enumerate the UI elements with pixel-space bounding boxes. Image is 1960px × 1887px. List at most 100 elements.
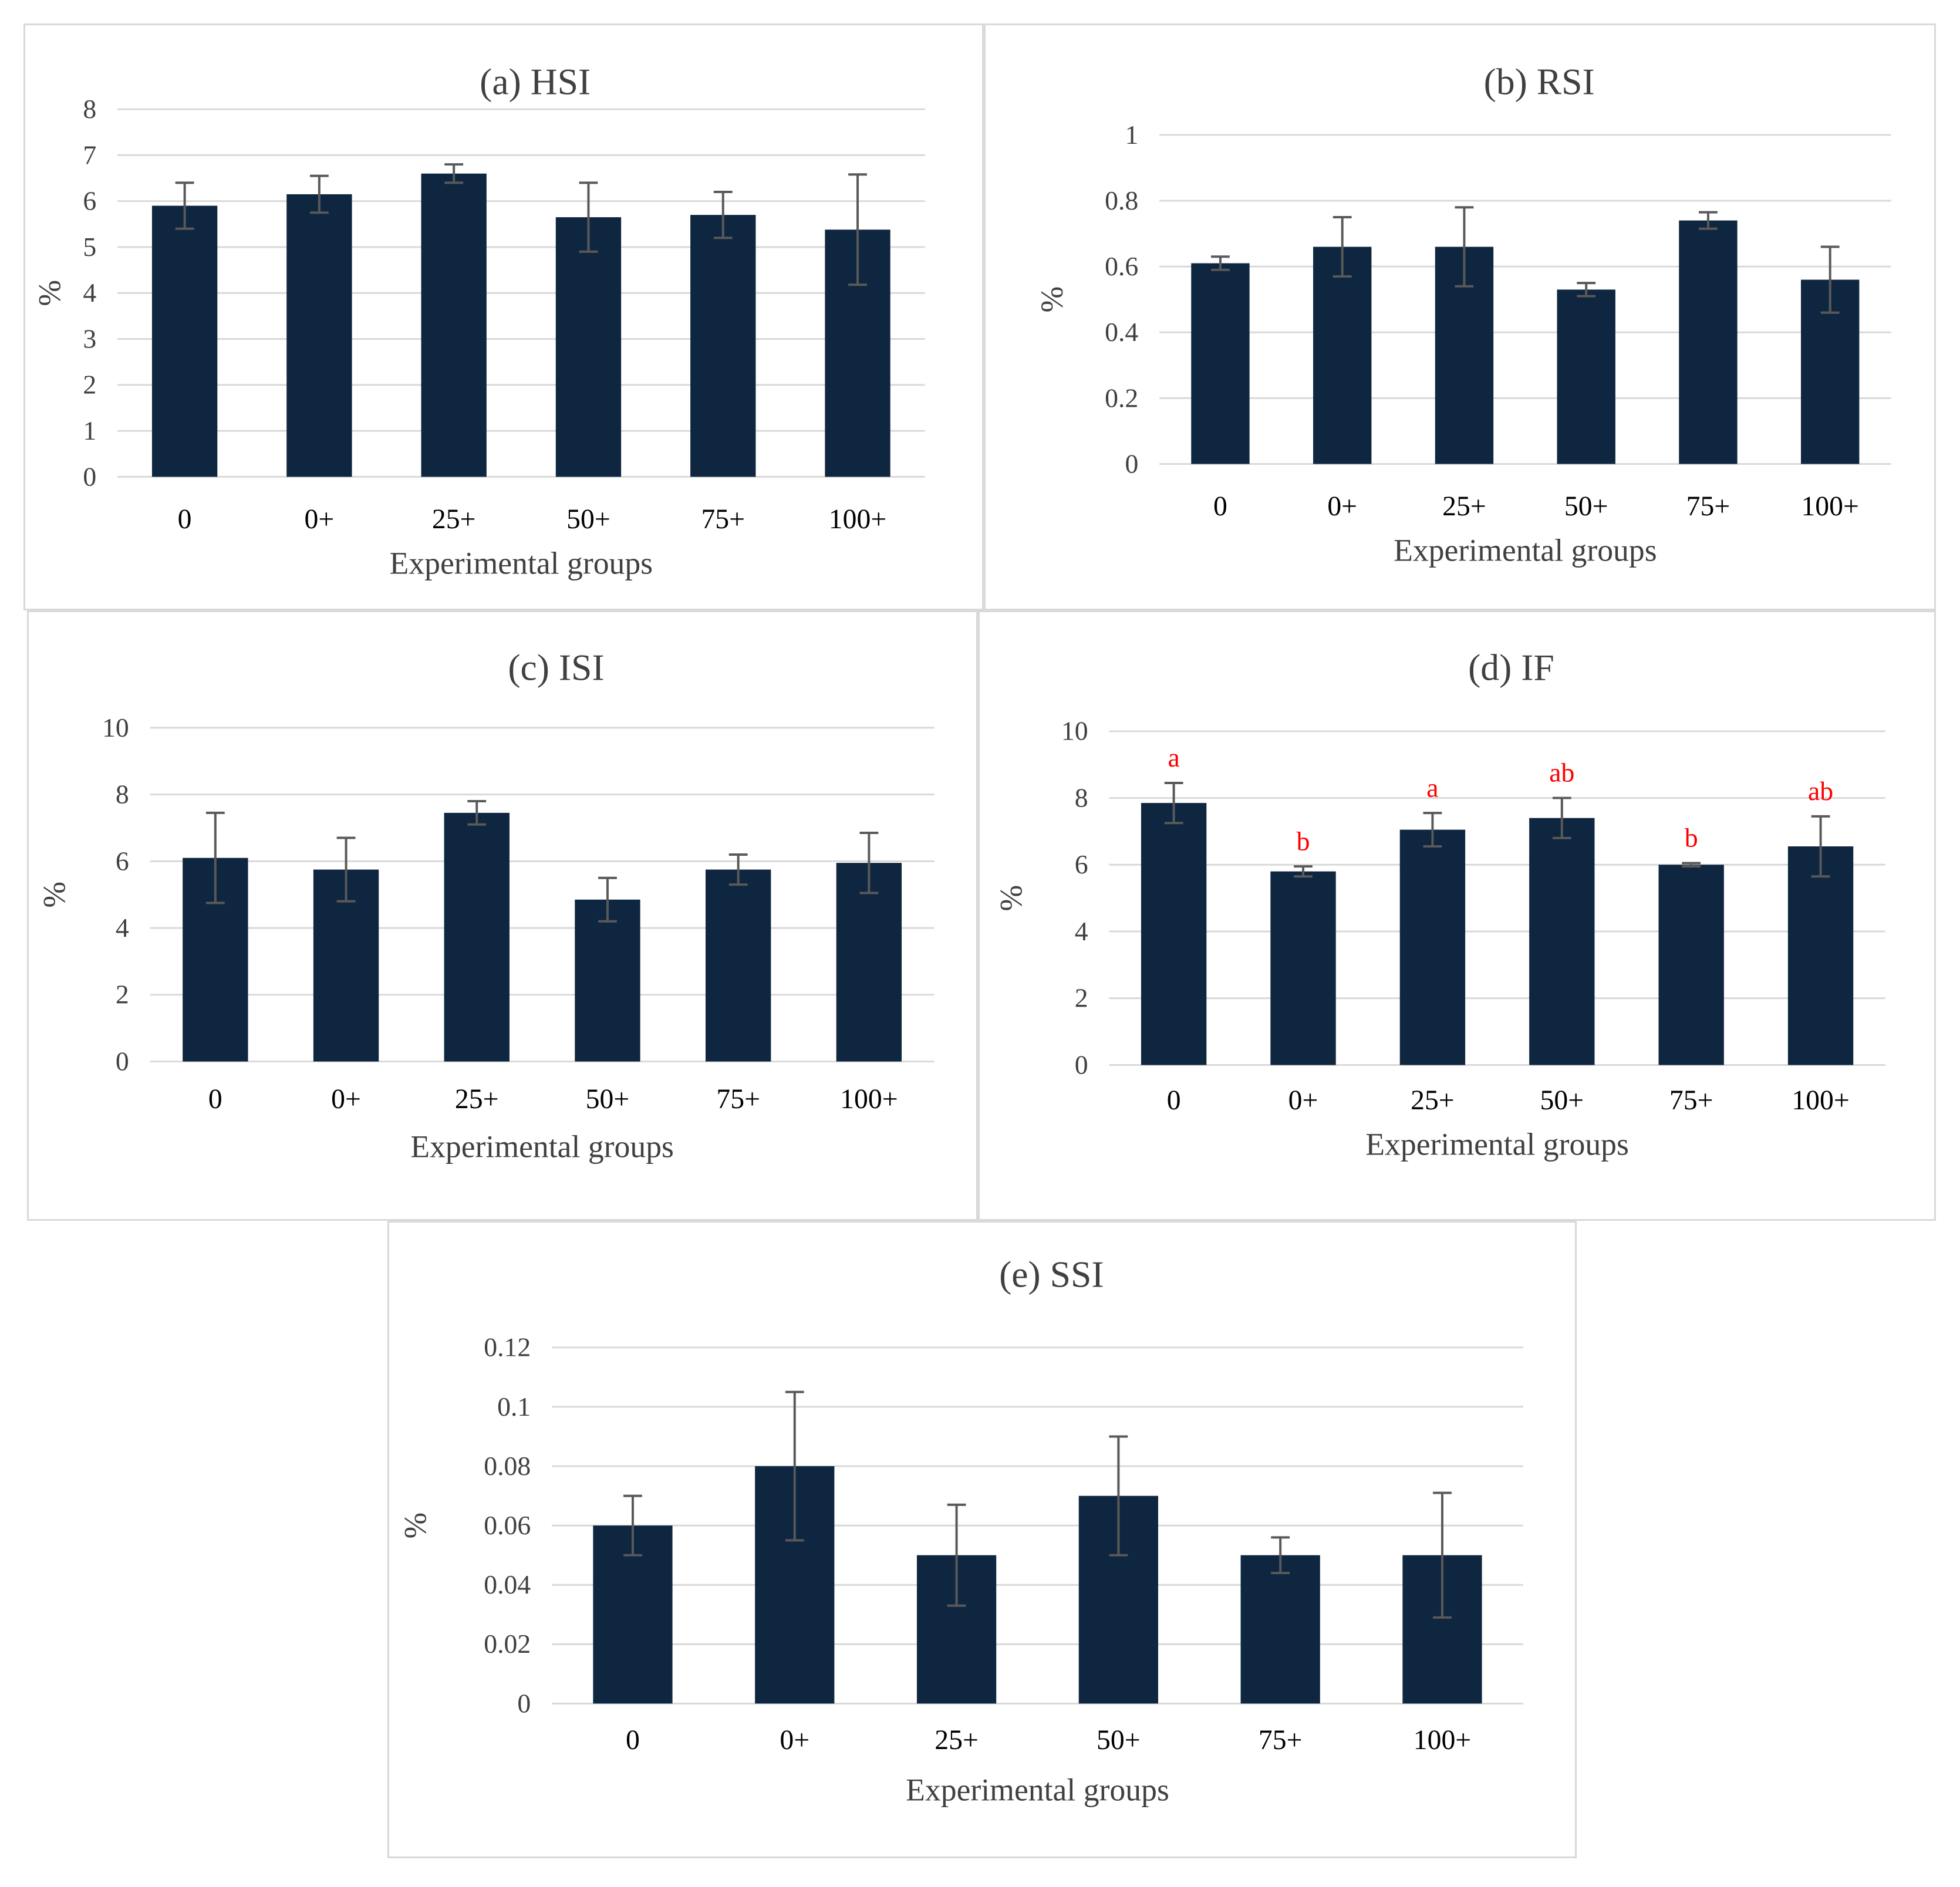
chart-panel-c: (c) ISI 0 2 4 6 8 10% 0 0+ 25+ 50+ 75+ 100+ Experimen…	[27, 610, 978, 1221]
x-tick-label: 75+	[1686, 491, 1730, 522]
x-tick-label: 25+	[1442, 491, 1486, 522]
y-tick-label: 0.1	[497, 1392, 531, 1422]
y-tick-label: 0.12	[484, 1332, 531, 1362]
x-tick-label: 100+	[829, 504, 886, 535]
bar	[575, 899, 640, 1062]
y-tick-label: 6	[116, 846, 129, 876]
y-tick-label: 8	[1075, 782, 1088, 812]
bar	[1313, 247, 1372, 464]
y-tick-label: 0	[1125, 448, 1138, 478]
x-tick-label: 100+	[1801, 491, 1858, 522]
x-axis-label: Experimental groups	[906, 1773, 1169, 1808]
bar	[1240, 1555, 1320, 1704]
x-tick-label: 25+	[432, 504, 476, 535]
x-tick-label: 0+	[1327, 491, 1357, 522]
y-tick-label: 0	[116, 1046, 129, 1076]
x-tick-label: 25+	[1411, 1085, 1455, 1116]
y-tick-label: 0.8	[1105, 185, 1138, 215]
x-tick-label: 0+	[780, 1724, 809, 1756]
significance-label: a	[1168, 742, 1179, 772]
y-tick-label: 3	[83, 323, 96, 353]
x-tick-label: 0	[1213, 491, 1227, 522]
x-tick-label: 0	[1167, 1085, 1181, 1116]
x-tick-label: 0	[626, 1724, 640, 1756]
x-axis-label: Experimental groups	[1365, 1127, 1629, 1162]
y-tick-label: 0.02	[484, 1629, 531, 1659]
y-tick-label: 6	[83, 186, 96, 216]
chart-c: (c) ISI 0 2 4 6 8 10% 0 0+ 25+ 50+ 75+ 100+ Experimen…	[36, 646, 935, 1164]
y-tick-label: 0	[517, 1688, 531, 1718]
x-tick-label: 75+	[1259, 1724, 1303, 1756]
y-tick-label: 1	[83, 416, 96, 445]
y-axis-label: %	[36, 882, 72, 908]
y-tick-label: 5	[83, 232, 96, 262]
y-tick-label: 4	[83, 278, 96, 308]
chart-a: (a) HSI 0 1 2 3 4 5 6 7 8% 0 0+ 25+ 50+ 75+ 100+ Experim…	[32, 60, 925, 580]
x-tick-label: 25+	[455, 1083, 499, 1115]
bar	[1658, 865, 1724, 1065]
significance-label: ab	[1549, 758, 1574, 788]
x-tick-label: 0+	[305, 504, 335, 535]
x-tick-label: 75+	[701, 504, 745, 535]
significance-label: b	[1685, 823, 1698, 853]
y-tick-label: 0.04	[484, 1569, 531, 1599]
bar	[1191, 263, 1250, 464]
chart-title: (b) RSI	[1484, 60, 1595, 102]
bar	[1679, 220, 1738, 464]
bar	[1787, 846, 1854, 1065]
significance-label: a	[1426, 772, 1438, 802]
y-tick-label: 0.08	[484, 1451, 531, 1481]
x-tick-label: 100+	[1792, 1085, 1850, 1116]
bar	[690, 215, 756, 477]
chart-panel-e: (e) SSI 0 0.02 0.04 0.06 0.08 0.1 0.12% 0 0+ 25+ 50…	[387, 1221, 1577, 1858]
bar	[421, 173, 487, 477]
y-tick-label: 0	[83, 461, 96, 491]
bar	[1399, 829, 1466, 1065]
x-axis-label: Experimental groups	[1394, 532, 1657, 568]
chart-e: (e) SSI 0 0.02 0.04 0.06 0.08 0.1 0.12% 0 0+ 25+ 50…	[397, 1253, 1523, 1808]
x-tick-label: 75+	[716, 1083, 760, 1115]
y-tick-label: 1	[1125, 120, 1138, 150]
x-tick-label: 50+	[1540, 1085, 1584, 1116]
y-tick-label: 6	[1075, 849, 1088, 879]
y-tick-label: 2	[116, 980, 129, 1010]
x-tick-label: 75+	[1669, 1085, 1713, 1116]
x-tick-label: 100+	[840, 1083, 898, 1115]
chart-d: (d) IF 0 2 4 6 8 10% a 0 b 0+ a 25+ ab 50+ b 75+ ab 100+ Ex…	[993, 646, 1885, 1162]
x-axis-label: Experimental groups	[410, 1129, 674, 1164]
bar	[1270, 871, 1336, 1065]
bar	[286, 194, 352, 477]
x-tick-label: 50+	[586, 1083, 630, 1115]
y-tick-label: 8	[116, 779, 129, 809]
chart-title: (c) ISI	[508, 646, 604, 688]
bar	[836, 863, 902, 1062]
x-tick-label: 0+	[331, 1083, 361, 1115]
y-tick-label: 10	[1061, 716, 1088, 746]
chart-title: (d) IF	[1468, 646, 1554, 688]
y-axis-label: %	[993, 885, 1028, 912]
y-axis-label: %	[32, 280, 68, 306]
y-tick-label: 2	[1075, 983, 1088, 1013]
x-tick-label: 0+	[1288, 1085, 1318, 1116]
chart-panel-a: (a) HSI 0 1 2 3 4 5 6 7 8% 0 0+ 25+ 50+ 75+ 100+ Experim…	[23, 23, 984, 610]
y-tick-label: 4	[116, 913, 129, 943]
chart-panel-d: (d) IF 0 2 4 6 8 10% a 0 b 0+ a 25+ ab 50+ b 75+ ab 100+ Ex…	[978, 610, 1936, 1221]
x-tick-label: 50+	[1564, 491, 1608, 522]
x-tick-label: 0	[208, 1083, 222, 1115]
chart-title: (a) HSI	[480, 60, 591, 102]
y-tick-label: 2	[83, 370, 96, 400]
y-tick-label: 0	[1075, 1049, 1088, 1079]
significance-label: ab	[1808, 776, 1833, 806]
chart-panel-b: (b) RSI 0 0.2 0.4 0.6 0.8 1% 0 0+ 25+ 50+ 75+ 100+ Ex…	[984, 23, 1936, 610]
y-axis-label: %	[1034, 286, 1070, 313]
bar	[1529, 818, 1595, 1065]
x-tick-label: 50+	[566, 504, 610, 535]
chart-title: (e) SSI	[999, 1253, 1104, 1295]
y-tick-label: 4	[1075, 916, 1088, 946]
chart-b: (b) RSI 0 0.2 0.4 0.6 0.8 1% 0 0+ 25+ 50+ 75+ 100+ Ex…	[1034, 60, 1891, 568]
x-tick-label: 100+	[1414, 1724, 1472, 1756]
x-tick-label: 50+	[1097, 1724, 1141, 1756]
y-tick-label: 7	[83, 140, 96, 170]
y-tick-label: 0.06	[484, 1510, 531, 1540]
bar	[151, 205, 218, 477]
